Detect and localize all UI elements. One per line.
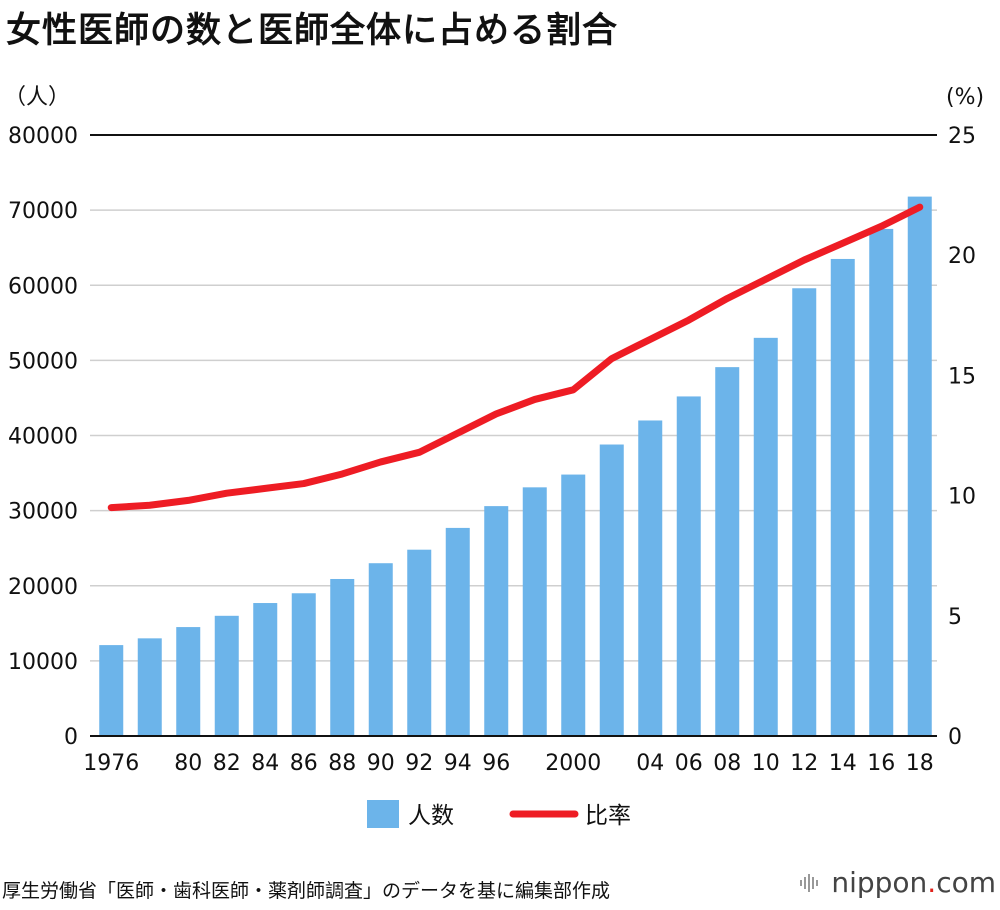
- x-tick-label: 18: [906, 751, 934, 776]
- bar: [522, 487, 547, 736]
- bar: [715, 367, 740, 736]
- x-tick-label: 2000: [545, 751, 601, 776]
- y-tick-label-right: 10: [948, 485, 976, 510]
- bar: [291, 593, 316, 736]
- bar: [792, 288, 817, 736]
- y-unit-label-right: (%): [946, 85, 984, 110]
- x-tick-label: 08: [713, 751, 741, 776]
- x-tick-label: 04: [636, 751, 664, 776]
- y-tick-label-right: 20: [948, 244, 976, 269]
- ratio-line: [107, 203, 924, 512]
- bar: [599, 444, 624, 736]
- bar: [869, 228, 894, 736]
- y-tick-label-right: 15: [948, 364, 976, 389]
- bar: [368, 563, 393, 736]
- chart-title: 女性医師の数と医師全体に占める割合: [6, 11, 619, 51]
- y-tick-label-right: 25: [948, 124, 976, 149]
- y-tick-label-right: 0: [948, 725, 962, 750]
- bar: [638, 420, 663, 736]
- y-tick-label-left: 80000: [8, 124, 78, 149]
- sound-wave-icon: [800, 873, 819, 892]
- logo-text: nippon.com: [831, 866, 996, 899]
- x-tick-label: 80: [174, 751, 202, 776]
- nippon-logo[interactable]: nippon.com: [799, 866, 996, 899]
- x-tick-label: 12: [790, 751, 818, 776]
- bar: [753, 337, 778, 736]
- x-tick-label: 92: [405, 751, 433, 776]
- y-tick-label-left: 50000: [8, 349, 78, 374]
- x-tick-label: 14: [829, 751, 857, 776]
- y-tick-label-left: 40000: [8, 425, 78, 450]
- line-series: [107, 203, 924, 512]
- x-tick-label: 90: [367, 751, 395, 776]
- legend: 人数 比率: [367, 800, 631, 829]
- logo-suffix: com: [936, 866, 996, 899]
- y-unit-label-left: （人）: [4, 85, 70, 110]
- bar: [137, 638, 162, 736]
- y-tick-label-left: 0: [64, 725, 78, 750]
- bar: [561, 474, 586, 736]
- x-tick-label: 1976: [83, 751, 139, 776]
- legend-label-bar: 人数: [408, 803, 454, 829]
- bar: [830, 258, 855, 736]
- x-tick-label: 84: [251, 751, 279, 776]
- y-tick-label-right: 5: [948, 605, 962, 630]
- x-tick-label: 10: [752, 751, 780, 776]
- y-tick-label-left: 20000: [8, 575, 78, 600]
- axes: 0100002000030000400005000060000700008000…: [4, 85, 984, 776]
- x-tick-label: 16: [867, 751, 895, 776]
- bar: [484, 506, 509, 736]
- bar: [214, 615, 239, 736]
- logo-dot: .: [927, 866, 937, 899]
- bar-series: [99, 196, 932, 737]
- legend-label-line: 比率: [585, 803, 631, 829]
- x-tick-label: 88: [328, 751, 356, 776]
- bar: [907, 196, 932, 737]
- bar: [330, 578, 355, 736]
- bar: [676, 396, 701, 736]
- bar: [176, 627, 201, 736]
- source-note: 厚生労働省「医師・歯科医師・薬剤師調査」のデータを基に編集部作成: [2, 880, 611, 902]
- bar: [99, 645, 124, 736]
- bar: [253, 603, 278, 736]
- y-tick-label-left: 10000: [8, 650, 78, 675]
- bar: [445, 527, 470, 736]
- chart-area: 0100002000030000400005000060000700008000…: [4, 85, 984, 829]
- bar: [407, 549, 432, 736]
- x-tick-label: 94: [444, 751, 472, 776]
- y-tick-label-left: 70000: [8, 199, 78, 224]
- x-tick-label: 86: [290, 751, 318, 776]
- x-tick-label: 96: [482, 751, 510, 776]
- x-tick-label: 06: [675, 751, 703, 776]
- legend-swatch-bar: [367, 800, 399, 828]
- x-tick-label: 82: [213, 751, 241, 776]
- y-tick-label-left: 30000: [8, 500, 78, 525]
- logo-brand: nippon: [831, 866, 928, 899]
- y-tick-label-left: 60000: [8, 274, 78, 299]
